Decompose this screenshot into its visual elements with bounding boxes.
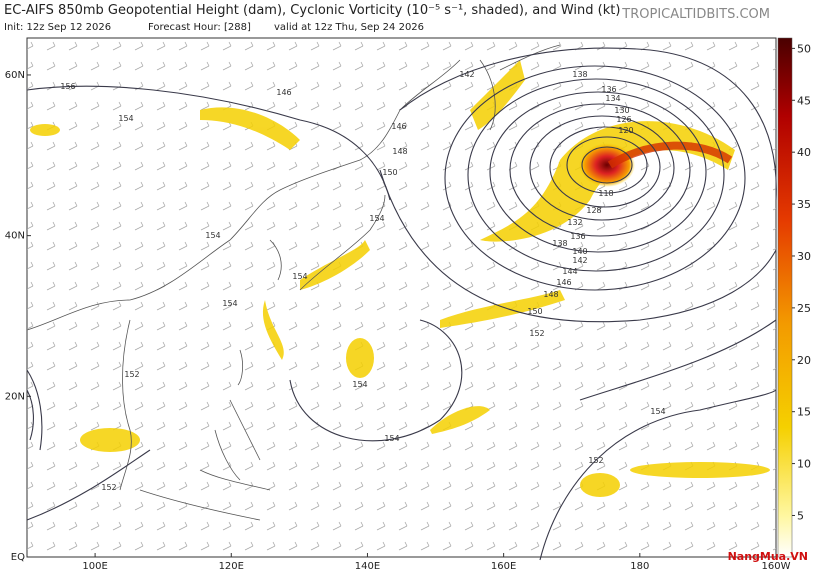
colorbar-ticks: 5 10 15 20 25 30 35 40 45 50 (792, 42, 811, 522)
colorbar-label: 10 (797, 458, 811, 471)
watermark: NangMua.VN (728, 550, 808, 563)
contour-label: 140 (572, 247, 587, 256)
contour-label: 148 (392, 147, 407, 156)
lat-label: EQ (11, 552, 25, 563)
colorbar-label: 20 (797, 354, 811, 367)
contour-label: 150 (382, 168, 397, 177)
contour-label: 152 (101, 483, 116, 492)
contour-label: 136 (601, 85, 616, 94)
colorbar-label: 35 (797, 198, 811, 211)
contour-label: 138 (572, 70, 587, 79)
contour-label: 136 (570, 232, 585, 241)
contour-label: 134 (605, 94, 620, 103)
vorticity-core (579, 143, 635, 187)
contour-label: 154 (650, 407, 665, 416)
forecast-hour: Forecast Hour: [288] (148, 22, 251, 33)
contour-label: 146 (556, 278, 571, 287)
contour-label: 146 (276, 88, 291, 97)
contour-label: 142 (572, 256, 587, 265)
colorbar-label: 50 (797, 42, 811, 55)
lon-label: 100E (82, 561, 107, 572)
contour-label: 144 (562, 267, 577, 276)
contour-label: 128 (586, 206, 601, 215)
lon-label: 160W (762, 561, 791, 572)
contour-label: 152 (588, 456, 603, 465)
contour-label: 154 (369, 214, 384, 223)
contour-label: 156 (60, 82, 75, 91)
vorticity-band (607, 141, 733, 169)
colorbar-label: 30 (797, 250, 811, 263)
contour-label: 154 (118, 114, 133, 123)
lat-label: 40N (5, 231, 25, 242)
contour-label: 148 (543, 290, 558, 299)
colorbar (777, 37, 793, 558)
contour-label: 120 (618, 126, 633, 135)
colorbar-label: 5 (797, 509, 804, 522)
lon-label: 140E (355, 561, 380, 572)
colorbar-label: 45 (797, 94, 811, 107)
lon-label: 120E (219, 561, 244, 572)
contour-label: 154 (384, 434, 399, 443)
contour-label: 154 (222, 299, 237, 308)
valid-time: valid at 12z Thu, Sep 24 2026 (274, 22, 424, 33)
contour-label: 152 (529, 329, 544, 338)
coastlines (26, 44, 561, 521)
lat-label: 20N (5, 391, 25, 402)
colorbar-label: 40 (797, 146, 811, 159)
title: EC-AIFS 850mb Geopotential Height (dam),… (4, 3, 620, 18)
contour-label: 146 (391, 122, 406, 131)
contour-label: 132 (567, 218, 582, 227)
contour-label: 154 (352, 380, 367, 389)
contour-label: 142 (459, 70, 474, 79)
colorbar-label: 15 (797, 406, 811, 419)
height-contours (26, 47, 777, 561)
contour-label: 130 (614, 106, 629, 115)
lon-label: 180 (630, 561, 649, 572)
contour-label: 118 (598, 189, 613, 198)
init: Init: 12z Sep 12 2026 (4, 22, 111, 33)
lon-label: 160E (491, 561, 516, 572)
contour-label: 126 (616, 115, 631, 124)
contour-label: 138 (552, 239, 567, 248)
brand: TROPICALTIDBITS.COM (621, 7, 770, 22)
contour-label: 152 (124, 370, 139, 379)
lat-label: 60N (5, 70, 25, 81)
contour-label: 154 (205, 231, 220, 240)
contour-label: 154 (292, 272, 307, 281)
contour-label: 150 (527, 307, 542, 316)
axes: 100E 120E 140E 160E 180 160W 60N 40N 20N EQ (5, 70, 791, 572)
colorbar-label: 25 (797, 302, 811, 315)
vorticity-shading (30, 60, 770, 497)
